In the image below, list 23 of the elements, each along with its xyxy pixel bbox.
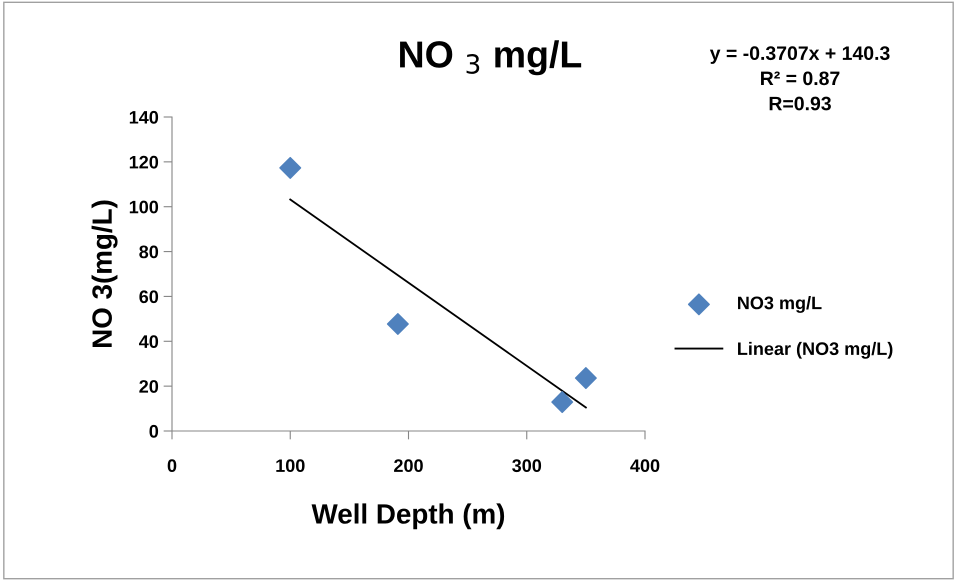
y-tick-label: 0 bbox=[149, 424, 158, 438]
x-axis-title: Well Depth (m) bbox=[312, 503, 504, 530]
x-tick-label: 0 bbox=[168, 459, 176, 472]
chart-title: NO $_{3}$ mg/L bbox=[400, 40, 582, 76]
x-tick-label: 100 bbox=[276, 459, 305, 472]
point bbox=[574, 367, 597, 390]
x-tick-label: 300 bbox=[512, 459, 542, 472]
legend-label: Linear (NO3 mg/L) bbox=[738, 342, 892, 359]
point bbox=[279, 156, 302, 179]
point bbox=[551, 391, 574, 414]
legend-label: NO3 mg/L bbox=[738, 296, 822, 313]
y-tick-label: 100 bbox=[130, 200, 158, 214]
y-tick-label: 20 bbox=[139, 380, 158, 393]
point bbox=[386, 313, 409, 336]
text: y = -0.3707x + 140.3 R² = 0.87 R=0.93 bbox=[710, 46, 890, 110]
x-tick-label: 200 bbox=[394, 459, 423, 472]
y-tick-label: 80 bbox=[139, 246, 158, 258]
y-axis-title: NO 3(mg/L) bbox=[92, 200, 118, 347]
y-tick-label: 40 bbox=[139, 335, 158, 348]
y-tick-label: 120 bbox=[130, 156, 158, 169]
y-tick-label: 140 bbox=[130, 110, 158, 124]
x-tick-label: 400 bbox=[630, 459, 660, 472]
y-tick-label: 60 bbox=[139, 290, 158, 304]
